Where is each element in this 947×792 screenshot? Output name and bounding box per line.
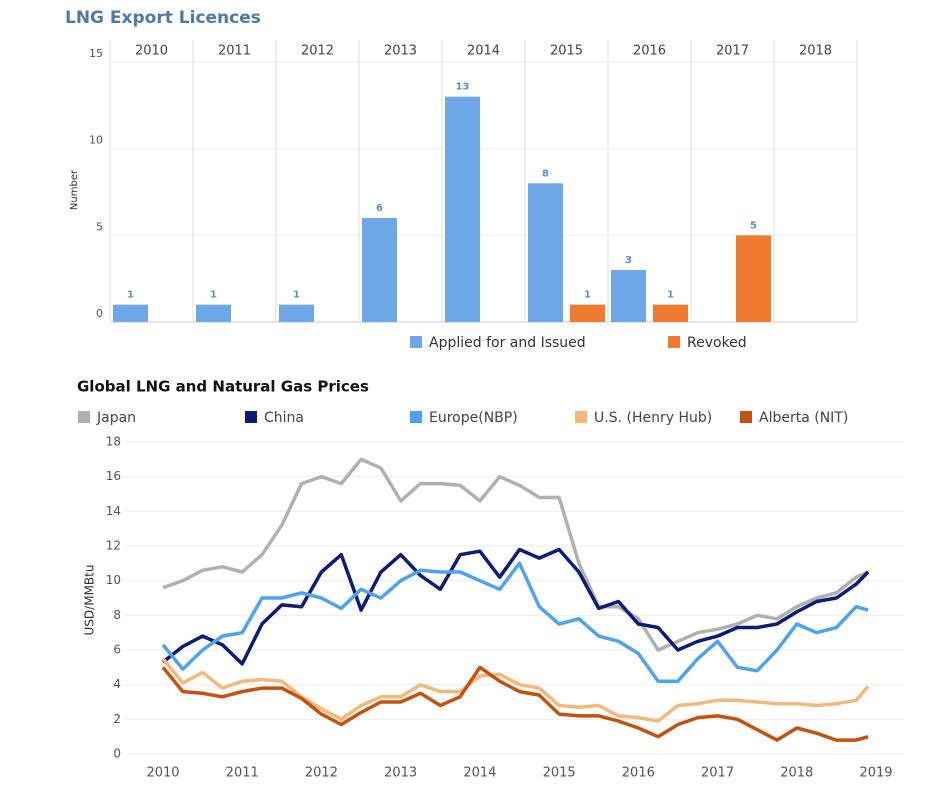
column-header: 2015 — [550, 44, 583, 59]
x-tick-label: 2013 — [384, 766, 417, 781]
bar — [736, 235, 771, 322]
y-tick-label: 14 — [106, 504, 121, 518]
column-header: 2014 — [467, 44, 500, 59]
bar — [528, 183, 563, 322]
price-line — [161, 657, 870, 723]
y-tick-label: 0 — [113, 747, 121, 761]
y-axis-label: USD/MMBtu — [83, 565, 97, 636]
bar — [113, 304, 148, 322]
data-label: 13 — [456, 82, 470, 93]
legend-label: Japan — [96, 410, 136, 426]
bar — [653, 304, 688, 322]
bar — [196, 304, 231, 322]
legend-swatch — [740, 411, 752, 423]
bar — [570, 304, 605, 322]
y-tick-label: 5 — [96, 220, 103, 233]
y-tick-label: 2 — [113, 712, 121, 726]
bar — [279, 304, 314, 322]
legend-swatch — [575, 411, 587, 423]
legend-label: Alberta (NIT) — [759, 410, 848, 426]
legend-label: Revoked — [687, 335, 747, 351]
y-tick-label: 0 — [96, 307, 103, 320]
y-tick-label: 12 — [106, 539, 121, 553]
legend-label: U.S. (Henry Hub) — [594, 410, 712, 426]
x-tick-label: 2011 — [226, 766, 259, 781]
price-line — [161, 547, 870, 666]
price-line — [161, 561, 869, 683]
data-label: 1 — [127, 290, 134, 301]
bar — [611, 270, 646, 322]
y-tick-label: 16 — [106, 469, 121, 483]
y-tick-label: 6 — [113, 643, 121, 657]
data-label: 5 — [750, 220, 757, 231]
legend-swatch — [245, 411, 257, 423]
x-tick-label: 2016 — [622, 766, 655, 781]
legend-label: Europe(NBP) — [429, 410, 518, 426]
column-header: 2012 — [301, 44, 334, 59]
price-line — [161, 665, 869, 742]
y-axis-label: Number — [69, 169, 80, 210]
legend-swatch — [78, 411, 90, 423]
data-label: 1 — [210, 290, 217, 301]
column-header: 2013 — [384, 44, 417, 59]
chart-title: Global LNG and Natural Gas Prices — [77, 378, 369, 396]
y-tick-label: 15 — [89, 47, 103, 60]
x-tick-label: 2019 — [859, 766, 892, 781]
bar — [362, 218, 397, 322]
y-tick-label: 8 — [113, 608, 121, 622]
bar — [445, 96, 480, 323]
column-header: 2017 — [716, 44, 749, 59]
legend-label: Applied for and Issued — [429, 335, 586, 351]
legend-swatch — [410, 336, 422, 348]
x-tick-label: 2017 — [701, 766, 734, 781]
data-label: 1 — [584, 290, 591, 301]
data-label: 8 — [542, 168, 549, 179]
column-header: 2010 — [135, 44, 168, 59]
column-header: 2011 — [218, 44, 251, 59]
column-header: 2018 — [799, 44, 832, 59]
data-label: 1 — [293, 290, 300, 301]
legend-label: China — [264, 410, 304, 426]
legend-swatch — [668, 336, 680, 348]
column-header: 2016 — [633, 44, 666, 59]
y-tick-label: 10 — [106, 573, 121, 587]
data-label: 3 — [625, 255, 632, 266]
x-tick-label: 2018 — [780, 766, 813, 781]
chart-title: LNG Export Licences — [65, 8, 261, 28]
price-line — [162, 457, 869, 652]
x-tick-label: 2010 — [146, 766, 179, 781]
x-tick-label: 2015 — [543, 766, 576, 781]
data-label: 6 — [376, 203, 383, 214]
x-tick-label: 2012 — [305, 766, 338, 781]
y-tick-label: 4 — [113, 677, 121, 691]
y-tick-label: 18 — [106, 435, 121, 449]
y-tick-label: 10 — [89, 134, 103, 147]
x-tick-label: 2014 — [463, 766, 496, 781]
legend-swatch — [410, 411, 422, 423]
data-label: 1 — [667, 290, 674, 301]
